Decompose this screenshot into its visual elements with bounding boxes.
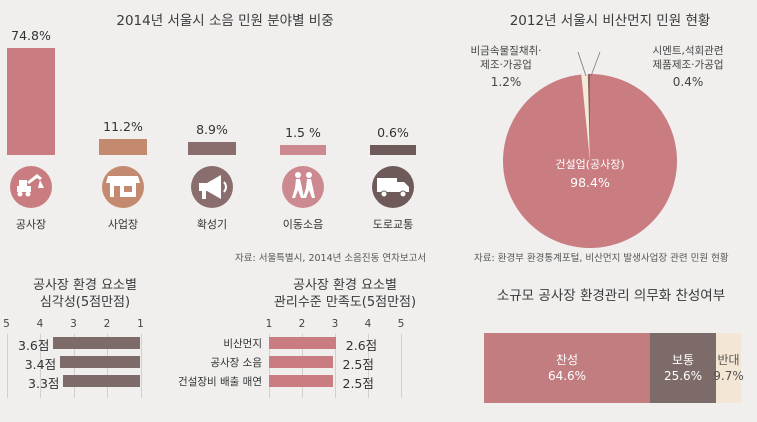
element-score-charts: 5 4 3 2 1 1 2 3 4 5 3.6점 비산먼지 2.6점 3.4점 공사장 소음 2.5점 3.3점… — [0, 310, 450, 410]
noise-value-label-1: 74.8% — [11, 28, 51, 43]
satisfaction-tick-5: 5 — [397, 318, 405, 330]
satisfaction-value-1: 2.6점 — [345, 338, 378, 353]
noise-category-label-2: 사업장 — [107, 218, 139, 231]
pie-slice-2 — [581, 74, 590, 161]
noise-bar-1 — [7, 48, 55, 155]
satisfaction-gridline-4 — [368, 334, 369, 398]
pie-label-construction: 건설업(공사장) 98.4% — [530, 156, 650, 192]
noise-bar-3 — [188, 142, 236, 155]
approval-segment-2: 보통 25.6% — [650, 333, 716, 403]
approval-stacked-bar: 찬성 64.6% 보통 25.6% 반대 9.7% — [484, 333, 744, 403]
severity-value-2: 3.4점 — [24, 357, 57, 372]
noise-value-label-5: 0.6% — [377, 125, 409, 140]
noise-bar-4 — [280, 145, 326, 155]
excavator-icon — [10, 166, 52, 208]
satisfaction-tick-4: 4 — [364, 318, 372, 330]
element-label-3: 건설장비 배출 매연 — [178, 376, 262, 388]
satisfaction-bar-2 — [269, 356, 333, 368]
dust-chart-title: 2012년 서울시 비산먼지 민원 현황 — [509, 13, 711, 29]
noise-chart: 74.8% 공사장 11.2% 사업장 8.9% 확성기 1.5 % 이동소음 0.6% 도로교통 — [0, 0, 430, 270]
pie-value-construction: 98.4% — [570, 175, 610, 190]
satisfaction-title: 공사장 환경 요소별 관리수준 만족도(5점만점) — [260, 277, 430, 311]
pie-value-nonmetal: 1.2% — [490, 75, 522, 89]
severity-title: 공사장 환경 요소별 심각성(5점만점) — [10, 277, 160, 311]
severity-tick-1: 1 — [137, 318, 144, 330]
noise-bar-5 — [370, 145, 416, 155]
noise-value-label-3: 8.9% — [196, 122, 228, 138]
pie-label-cement-line2: 제품제조·가공업 — [652, 59, 724, 71]
severity-gridline-1 — [140, 334, 142, 398]
approval-segment-value-1: 64.6% — [547, 369, 587, 383]
noise-category-label-5: 도로교통 — [372, 218, 414, 231]
approval-segment-name-1: 찬성 — [555, 353, 579, 367]
severity-tick-5: 5 — [3, 318, 10, 330]
pie-label-construction-name: 건설업(공사장) — [555, 158, 625, 171]
pie-label-cement-line1: 시멘트,석회관련 — [652, 45, 724, 57]
pie-label-nonmetal-line2: 제조·가공업 — [480, 59, 532, 71]
satisfaction-tick-2: 2 — [298, 318, 306, 330]
satisfaction-value-2: 2.5점 — [342, 357, 374, 372]
shop-icon — [102, 166, 144, 208]
pie-leader-nonmetal — [577, 51, 587, 77]
satisfaction-tick-3: 3 — [331, 318, 339, 330]
dust-chart-source: 자료: 환경부 환경통계포털, 비산먼지 발생사업장 관련 민원 현황 — [474, 253, 729, 264]
approval-segment-value-3: 9.7% — [713, 369, 744, 383]
severity-tick-3: 3 — [70, 318, 77, 330]
approval-segment-name-3: 반대 — [717, 353, 740, 367]
noise-chart-title: 2014년 서울시 소음 민원 분야별 비중 — [116, 13, 334, 29]
approval-segment-name-2: 보통 — [671, 353, 695, 367]
pie-label-cement: 시멘트,석회관련 제품제조·가공업 0.4% — [636, 44, 740, 89]
walking-people-icon — [282, 166, 324, 208]
noise-chart-source: 자료: 서울특별시, 2014년 소음진동 연차보고서 — [235, 253, 427, 264]
severity-bar-2 — [60, 356, 141, 368]
pie-label-nonmetal: 비금속물질채취· 제조·가공업 1.2% — [458, 44, 554, 89]
approval-segment-3: 반대 9.7% — [713, 333, 744, 403]
severity-title-line2: 심각성(5점만점) — [39, 295, 131, 310]
megaphone-icon — [191, 166, 233, 208]
severity-bar-1 — [53, 337, 141, 349]
severity-tick-4: 4 — [36, 318, 44, 330]
pie-leader-cement — [590, 51, 601, 77]
element-label-1: 비산먼지 — [223, 338, 262, 350]
satisfaction-title-line2: 관리수준 만족도(5점만점) — [273, 295, 417, 310]
satisfaction-tick-1: 1 — [265, 318, 273, 330]
severity-title-line1: 공사장 환경 요소별 — [33, 278, 137, 293]
noise-category-label-4: 이동소음 — [282, 218, 324, 231]
satisfaction-bar-1 — [269, 337, 336, 349]
noise-bar-2 — [99, 138, 147, 155]
element-label-2: 공사장 소음 — [210, 357, 262, 369]
satisfaction-bar-3 — [269, 375, 333, 387]
approval-segment-value-2: 25.6% — [663, 369, 703, 383]
pie-label-nonmetal-line1: 비금속물질채취· — [470, 45, 542, 57]
pie-value-cement: 0.4% — [672, 75, 704, 89]
severity-gridline-4 — [40, 334, 41, 398]
pie-slice-3 — [587, 74, 590, 161]
noise-value-label-2: 11.2% — [103, 118, 143, 134]
satisfaction-gridline-3 — [335, 334, 336, 398]
dust-pie-chart — [503, 51, 677, 249]
satisfaction-title-line1: 공사장 환경 요소별 — [293, 278, 397, 293]
truck-icon — [372, 166, 414, 208]
noise-category-label-1: 공사장 — [15, 218, 47, 231]
pie-slice-1 — [503, 74, 677, 249]
severity-tick-2: 2 — [103, 318, 111, 330]
severity-gridline-5 — [6, 334, 8, 398]
noise-value-label-4: 1.5 % — [285, 125, 321, 140]
satisfaction-value-3: 2.5점 — [342, 376, 374, 391]
approval-segment-1: 찬성 64.6% — [484, 333, 650, 403]
approval-chart-title: 소규모 공사장 환경관리 의무화 찬성여부 — [496, 288, 726, 304]
severity-bar-3 — [63, 375, 141, 387]
severity-value-1: 3.6점 — [18, 338, 50, 353]
satisfaction-gridline-5 — [401, 334, 402, 398]
noise-category-label-3: 확성기 — [196, 218, 228, 231]
severity-value-3: 3.3점 — [28, 376, 60, 391]
